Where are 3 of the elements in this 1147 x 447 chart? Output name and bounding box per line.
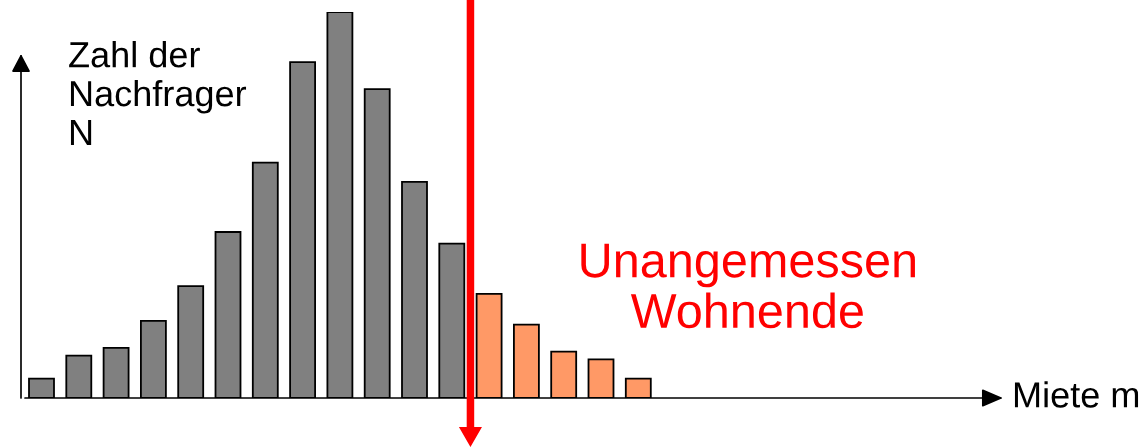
y-axis-title: Zahl der Nachfrager N xyxy=(69,41,247,145)
annotation: Unangemessen Wohnende xyxy=(581,243,915,329)
text: Miete m xyxy=(1014,381,1139,408)
